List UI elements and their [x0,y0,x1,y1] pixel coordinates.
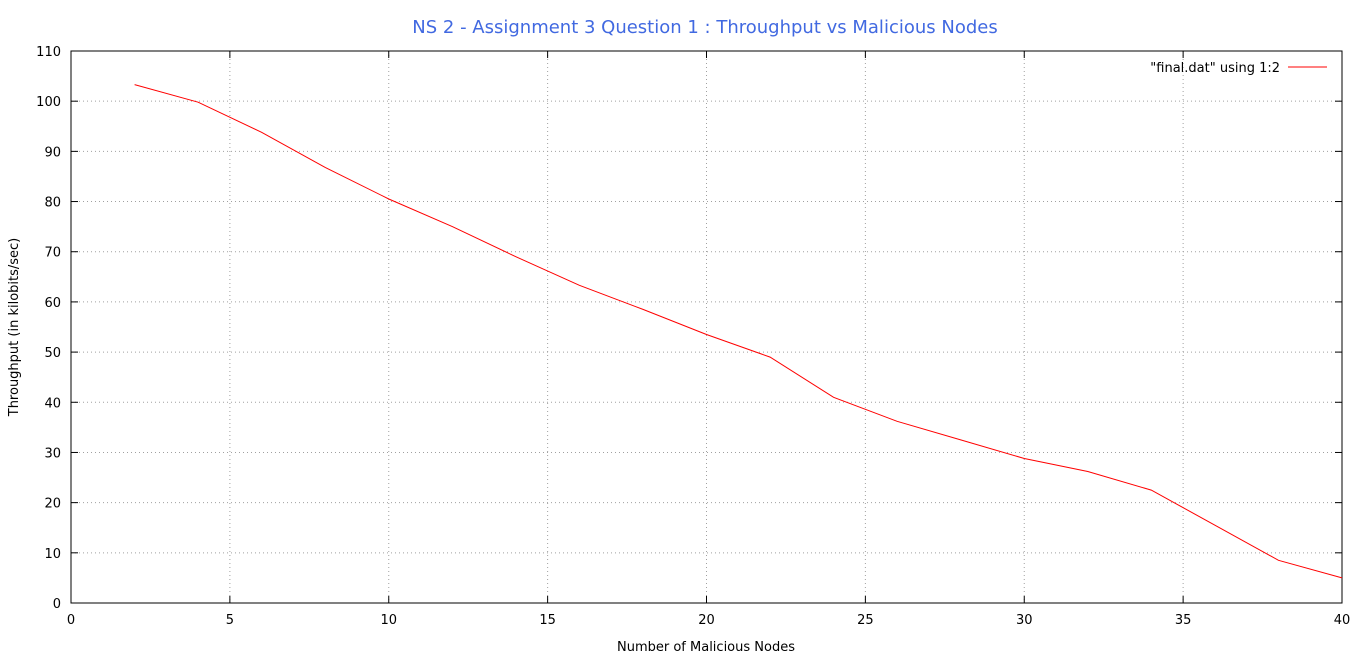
y-tick-label: 0 [53,597,61,612]
x-tick-label: 30 [1016,613,1033,628]
chart-title: NS 2 - Assignment 3 Question 1 : Through… [412,17,997,38]
x-tick-label: 35 [1175,613,1192,628]
y-tick-label: 60 [44,296,61,311]
series-layer [134,84,1343,579]
y-tick-label: 110 [36,45,61,60]
x-tick-label: 0 [67,613,75,628]
x-tick-label: 25 [857,613,874,628]
x-tick-label: 15 [539,613,556,628]
y-tick-label: 10 [44,547,61,562]
x-tick-labels: 0 5 10 15 20 25 30 35 40 [67,613,1350,628]
y-tick-label: 20 [44,497,61,512]
y-tick-label: 50 [44,346,61,361]
x-tick-label: 10 [380,613,397,628]
axis-ticks [70,50,1343,604]
y-tick-label: 90 [44,145,61,160]
x-tick-label: 5 [226,613,234,628]
legend-label: "final.dat" using 1:2 [1150,61,1280,76]
x-axis-label: Number of Malicious Nodes [617,640,795,655]
y-axis-label: Throughput (in kilobits/sec) [7,238,22,418]
x-tick-label: 20 [698,613,715,628]
legend: "final.dat" using 1:2 [1150,61,1327,76]
y-tick-label: 30 [44,446,61,461]
y-tick-label: 70 [44,246,61,261]
x-tick-label: 40 [1334,613,1351,628]
series-line [134,84,1343,579]
y-tick-label: 100 [36,95,61,110]
y-tick-label: 80 [44,196,61,211]
grid-lines [71,51,1342,603]
y-tick-labels: 0 10 20 30 40 50 60 70 80 90 100 110 [36,45,61,612]
y-tick-label: 40 [44,396,61,411]
